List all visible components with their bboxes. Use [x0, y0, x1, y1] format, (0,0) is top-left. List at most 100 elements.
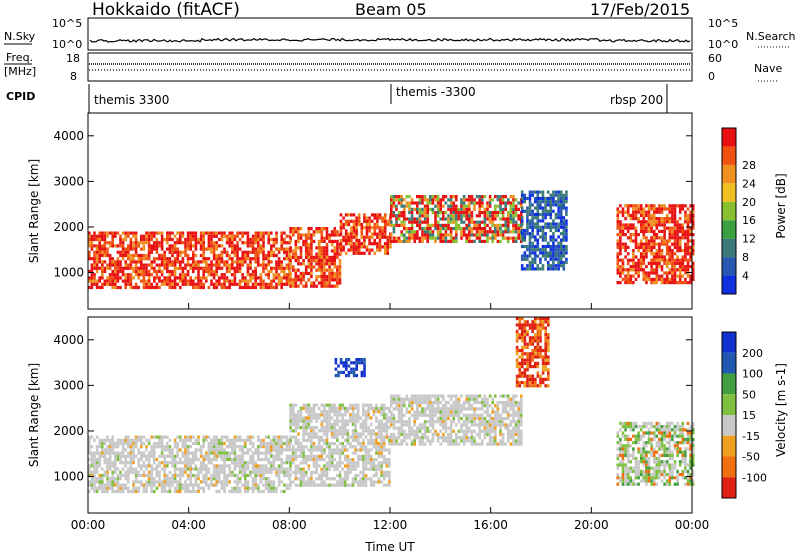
heatmap-cell	[681, 233, 685, 237]
heatmap-cell	[251, 234, 255, 238]
heatmap-cell	[127, 473, 130, 478]
heatmap-cell	[323, 236, 326, 240]
heatmap-cell	[375, 438, 378, 442]
heatmap-cell	[621, 213, 625, 217]
heatmap-cell	[317, 249, 321, 253]
heatmap-cell	[207, 269, 211, 274]
heatmap-cell	[310, 413, 313, 417]
heatmap-cell	[210, 448, 213, 452]
heatmap-cell	[343, 422, 347, 426]
heatmap-cell	[481, 230, 484, 234]
heatmap-cell	[328, 236, 331, 240]
heatmap-cell	[647, 277, 651, 281]
heatmap-cell	[554, 248, 558, 252]
heatmap-cell	[285, 483, 289, 487]
heatmap-cell	[678, 239, 682, 243]
heatmap-cell	[267, 231, 270, 235]
heatmap-cell	[684, 204, 687, 208]
heatmap-cell	[238, 477, 242, 481]
heatmap-cell	[468, 236, 471, 240]
heatmap-cell	[400, 223, 403, 227]
heatmap-cell	[106, 266, 109, 270]
heatmap-cell	[347, 219, 351, 223]
heatmap-cell	[283, 282, 286, 286]
heatmap-cell	[416, 223, 419, 227]
heatmap-cell	[436, 211, 440, 215]
heatmap-cell	[369, 461, 373, 465]
heatmap-cell	[302, 454, 305, 458]
heatmap-cell	[673, 274, 677, 278]
heatmap-cell	[426, 407, 429, 411]
heatmap-cell	[116, 451, 120, 455]
heatmap-cell	[323, 281, 326, 285]
heatmap-cell	[264, 457, 268, 462]
heatmap-cell	[364, 458, 368, 462]
heatmap-cell	[215, 467, 218, 471]
heatmap-cell	[436, 407, 440, 411]
heatmap-cell	[494, 214, 497, 218]
heatmap-cell	[173, 273, 177, 277]
heatmap-cell	[184, 263, 187, 267]
heatmap-cell	[160, 231, 164, 235]
heatmap-cell	[189, 244, 192, 248]
heatmap-cell	[642, 233, 646, 237]
heatmap-cell	[207, 234, 211, 238]
heatmap-cell	[160, 435, 164, 439]
heatmap-cell	[367, 454, 370, 458]
heatmap-cell	[388, 464, 391, 468]
heatmap-cell	[323, 403, 326, 407]
heatmap-cell	[280, 448, 283, 452]
heatmap-cell	[336, 230, 339, 234]
nave-label: Nave	[754, 62, 782, 75]
heatmap-cell	[499, 211, 502, 215]
heatmap-cell	[431, 201, 435, 205]
heatmap-cell	[270, 244, 273, 248]
heatmap-cell	[147, 241, 151, 245]
heatmap-cell	[302, 445, 305, 449]
heatmap-cell	[283, 435, 286, 439]
heatmap-cell	[98, 461, 101, 465]
heatmap-cell	[369, 448, 373, 452]
heatmap-cell	[225, 276, 229, 280]
heatmap-cell	[220, 257, 224, 261]
heatmap-cell	[439, 207, 442, 211]
heatmap-cell	[478, 230, 481, 234]
heatmap-cell	[624, 255, 627, 259]
heatmap-cell	[397, 407, 401, 411]
heatmap-cell	[421, 201, 424, 205]
heatmap-cell	[145, 486, 148, 490]
heatmap-cell	[294, 477, 298, 481]
heatmap-cell	[434, 195, 437, 199]
heatmap-cell	[328, 262, 331, 266]
heatmap-cell	[658, 261, 661, 265]
heatmap-cell	[304, 480, 308, 484]
heatmap-cell	[541, 238, 545, 242]
heatmap-cell	[181, 234, 185, 238]
heatmap-cell	[297, 227, 300, 231]
heatmap-cell	[264, 477, 268, 481]
heatmap-cell	[114, 454, 117, 458]
heatmap-cell	[163, 263, 166, 267]
heatmap-cell	[153, 234, 156, 238]
heatmap-cell	[385, 429, 389, 433]
heatmap-cell	[486, 201, 489, 205]
heatmap-cell	[382, 442, 386, 446]
heatmap-cell	[212, 285, 216, 290]
heatmap-cell	[111, 486, 114, 490]
heatmap-cell	[176, 454, 179, 458]
heatmap-cell	[202, 477, 205, 481]
heatmap-cell	[499, 207, 502, 211]
heatmap-cell	[288, 253, 291, 258]
heatmap-cell	[307, 416, 311, 420]
heatmap-cell	[291, 284, 295, 288]
heatmap-cell	[421, 230, 424, 234]
heatmap-cell	[652, 245, 656, 249]
heatmap-cell	[400, 429, 403, 433]
heatmap-cell	[616, 226, 620, 230]
heatmap-cell	[351, 435, 355, 439]
heatmap-cell	[168, 461, 172, 465]
heatmap-cell	[147, 464, 151, 468]
heatmap-cell	[488, 204, 492, 208]
heatmap-cell	[676, 229, 679, 233]
heatmap-cell	[431, 230, 435, 234]
